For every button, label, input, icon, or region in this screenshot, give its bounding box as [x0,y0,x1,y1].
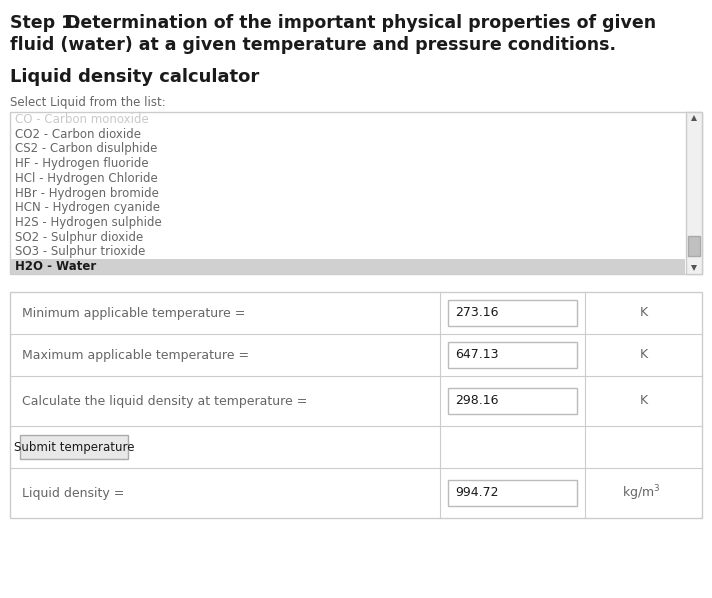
FancyBboxPatch shape [448,480,577,506]
Text: fluid (water) at a given temperature and pressure conditions.: fluid (water) at a given temperature and… [10,36,616,54]
Text: K: K [639,307,647,319]
FancyBboxPatch shape [20,435,128,459]
Text: H2S - Hydrogen sulphide: H2S - Hydrogen sulphide [15,216,162,229]
FancyBboxPatch shape [686,112,702,274]
FancyBboxPatch shape [448,300,577,326]
FancyBboxPatch shape [688,236,700,256]
Text: HF - Hydrogen fluoride: HF - Hydrogen fluoride [15,157,149,170]
FancyBboxPatch shape [11,260,685,274]
Text: CS2 - Carbon disulphide: CS2 - Carbon disulphide [15,142,157,155]
Text: K: K [639,349,647,362]
Text: HCN - Hydrogen cyanide: HCN - Hydrogen cyanide [15,202,160,214]
Text: HCl - Hydrogen Chloride: HCl - Hydrogen Chloride [15,172,158,185]
Text: 298.16: 298.16 [455,395,498,407]
Text: 647.13: 647.13 [455,349,498,362]
Text: Submit temperature: Submit temperature [14,441,135,453]
Text: 273.16: 273.16 [455,307,498,319]
Text: Calculate the liquid density at temperature =: Calculate the liquid density at temperat… [22,395,308,407]
Text: Maximum applicable temperature =: Maximum applicable temperature = [22,349,249,362]
Text: kg/m$^3$: kg/m$^3$ [622,483,661,503]
FancyBboxPatch shape [10,292,702,518]
Text: Select Liquid from the list:: Select Liquid from the list: [10,96,166,109]
Text: Liquid density =: Liquid density = [22,487,125,499]
Text: CO - Carbon monoxide: CO - Carbon monoxide [15,113,149,126]
Text: Determination of the important physical properties of given: Determination of the important physical … [60,14,656,32]
Text: SO2 - Sulphur dioxide: SO2 - Sulphur dioxide [15,231,143,243]
Text: Minimum applicable temperature =: Minimum applicable temperature = [22,307,246,319]
FancyBboxPatch shape [448,388,577,414]
FancyBboxPatch shape [10,112,702,274]
Text: Step 1:: Step 1: [10,14,80,32]
FancyBboxPatch shape [448,342,577,368]
Text: SO3 - Sulphur trioxide: SO3 - Sulphur trioxide [15,245,145,258]
Text: HBr - Hydrogen bromide: HBr - Hydrogen bromide [15,187,159,200]
Text: 994.72: 994.72 [455,487,498,499]
Text: H2O - Water: H2O - Water [15,260,96,273]
Text: CO2 - Carbon dioxide: CO2 - Carbon dioxide [15,127,141,141]
Text: Liquid density calculator: Liquid density calculator [10,68,259,86]
Text: K: K [639,395,647,407]
